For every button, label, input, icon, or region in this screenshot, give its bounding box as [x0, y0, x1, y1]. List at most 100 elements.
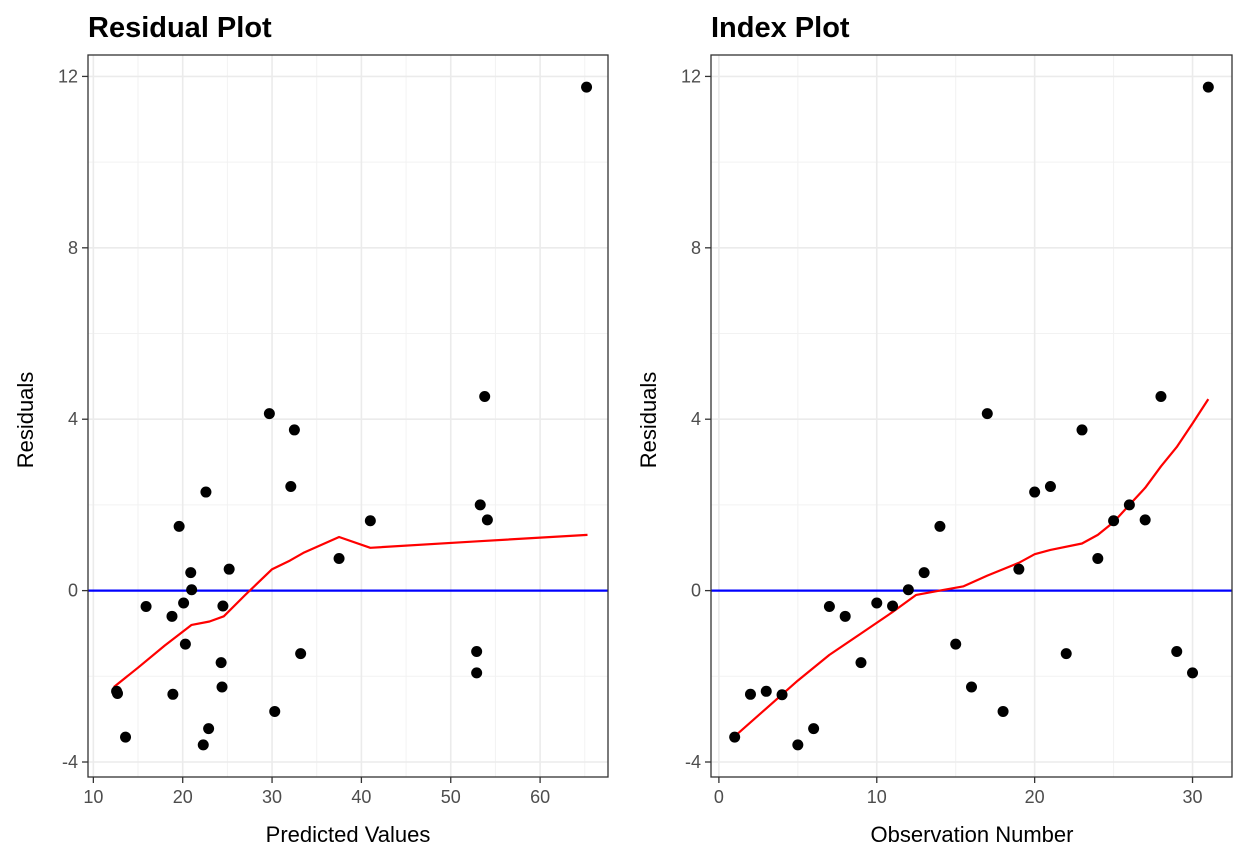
- x-tick-label: 60: [530, 787, 550, 807]
- data-point: [839, 610, 851, 622]
- data-point: [776, 689, 788, 701]
- y-tick-label: 0: [691, 581, 701, 601]
- data-point: [855, 657, 867, 669]
- data-point: [808, 723, 820, 735]
- x-tick-label: 30: [262, 787, 282, 807]
- data-point: [1076, 424, 1088, 436]
- residual-plot-border: [87, 54, 609, 778]
- index-plot-border: [710, 54, 1233, 778]
- data-point: [1108, 515, 1120, 527]
- index-plot-panel: Index Plot Observation Number Residuals …: [636, 12, 1233, 847]
- data-point: [200, 486, 212, 498]
- plot-area-background: [88, 55, 608, 777]
- data-point: [186, 584, 198, 596]
- data-point: [902, 584, 914, 596]
- data-point: [887, 600, 899, 612]
- data-point: [140, 600, 152, 612]
- x-tick-label: 50: [441, 787, 461, 807]
- data-point: [1171, 645, 1183, 657]
- data-point: [1013, 563, 1025, 575]
- data-point: [1044, 480, 1056, 492]
- panel-border: [87, 54, 609, 778]
- data-point: [285, 480, 297, 492]
- residual-plot-x-ticks: 10 20 30 40 50 60: [83, 777, 550, 807]
- residual-plot-y-ticks: -4 0 4 8 12: [58, 66, 88, 772]
- x-tick-label: 0: [714, 787, 724, 807]
- y-tick-label: 8: [68, 238, 78, 258]
- y-tick-label: 8: [691, 238, 701, 258]
- x-tick-label: 20: [173, 787, 193, 807]
- x-tick-label: 10: [867, 787, 887, 807]
- data-point: [364, 515, 376, 527]
- x-tick-label: 10: [83, 787, 103, 807]
- data-point: [111, 687, 123, 699]
- data-point: [729, 731, 741, 743]
- y-tick-label: 4: [691, 409, 701, 429]
- data-point: [966, 681, 977, 693]
- data-point: [918, 567, 930, 579]
- data-point: [178, 597, 190, 609]
- data-point: [215, 657, 227, 669]
- data-point: [1123, 499, 1135, 511]
- data-point: [333, 552, 345, 564]
- data-point: [474, 499, 486, 511]
- x-tick-label: 30: [1183, 787, 1203, 807]
- data-point: [179, 638, 191, 650]
- data-point: [792, 739, 804, 751]
- data-point: [471, 645, 483, 657]
- index-plot-title: Index Plot: [711, 12, 850, 44]
- smooth-trend-line: [113, 533, 588, 688]
- index-plot-x-axis-title: Observation Number: [871, 822, 1074, 847]
- data-point: [744, 688, 756, 700]
- data-point: [173, 520, 185, 532]
- data-point: [217, 600, 229, 612]
- smooth-trend-line: [733, 398, 1210, 738]
- index-plot-points: [729, 81, 1214, 751]
- data-point: [120, 731, 132, 743]
- data-point: [997, 705, 1009, 717]
- data-point: [934, 520, 946, 532]
- data-point: [1139, 514, 1151, 526]
- data-point: [950, 638, 962, 650]
- index-plot-y-ticks: -4 0 4 8 12: [681, 66, 711, 772]
- data-point: [760, 685, 772, 697]
- data-point: [295, 648, 307, 660]
- x-tick-label: 20: [1025, 787, 1045, 807]
- data-point: [1060, 648, 1072, 660]
- data-point: [216, 681, 228, 693]
- index-plot-x-ticks: 0 10 20 30: [714, 777, 1203, 807]
- data-point: [481, 514, 493, 526]
- data-point: [197, 739, 209, 751]
- residual-plot-panel: Residual Plot Predicted Values Residuals…: [13, 12, 609, 847]
- index-plot-major-gridlines: [711, 55, 1232, 777]
- y-tick-label: 12: [58, 66, 78, 86]
- data-point: [203, 723, 215, 735]
- residual-plot-x-axis-title: Predicted Values: [266, 822, 431, 847]
- data-point: [823, 600, 835, 612]
- data-point: [581, 81, 593, 93]
- data-point: [185, 567, 197, 579]
- data-point: [479, 391, 491, 403]
- residual-plot-y-axis-title: Residuals: [13, 372, 38, 469]
- data-point: [1092, 552, 1104, 564]
- x-tick-label: 40: [351, 787, 371, 807]
- data-point: [471, 667, 483, 679]
- data-point: [263, 408, 275, 420]
- residual-plot-title: Residual Plot: [88, 12, 272, 44]
- data-point: [166, 610, 178, 622]
- data-point: [871, 597, 883, 609]
- data-point: [1187, 667, 1199, 679]
- data-point: [288, 424, 300, 436]
- index-plot-smooth-curve: [733, 398, 1210, 738]
- data-point: [1155, 391, 1167, 403]
- index-plot-y-axis-title: Residuals: [636, 372, 661, 469]
- y-tick-label: -4: [685, 752, 701, 772]
- plot-area-background: [711, 55, 1232, 777]
- data-point: [269, 705, 281, 717]
- data-point: [981, 408, 993, 420]
- y-tick-label: -4: [62, 752, 78, 772]
- data-point: [1029, 486, 1041, 498]
- data-point: [167, 688, 179, 700]
- residual-plot-points: [111, 81, 593, 751]
